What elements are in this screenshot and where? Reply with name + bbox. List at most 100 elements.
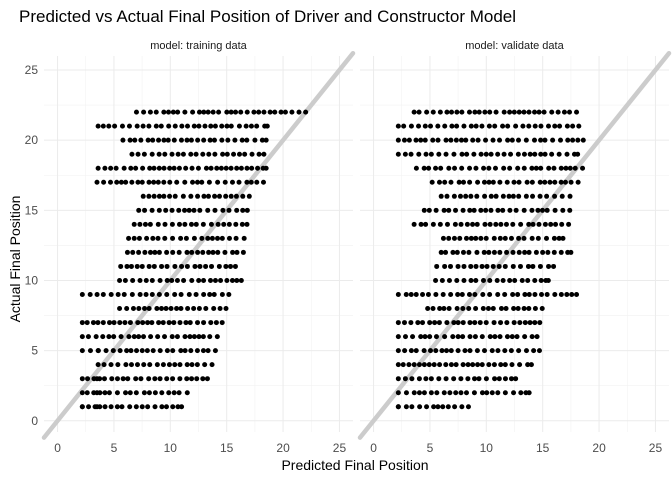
data-point [420, 320, 426, 326]
data-point [160, 362, 166, 368]
data-point [474, 249, 480, 255]
data-point [236, 123, 242, 129]
data-point [206, 249, 212, 255]
data-point [395, 320, 401, 326]
data-point [470, 137, 476, 143]
data-point [241, 235, 247, 241]
data-point [455, 334, 461, 340]
data-point [521, 306, 527, 312]
data-point [85, 334, 91, 340]
data-point [183, 235, 189, 241]
data-point [125, 376, 131, 382]
data-point [570, 123, 576, 129]
data-point [150, 348, 156, 354]
data-point [226, 221, 232, 227]
data-point [180, 193, 186, 199]
data-point [229, 179, 235, 185]
data-point [136, 306, 142, 312]
data-point [230, 249, 236, 255]
data-point [167, 165, 173, 171]
data-point [225, 137, 231, 143]
data-point [452, 404, 458, 410]
data-point [118, 263, 124, 269]
data-point [97, 390, 103, 396]
data-point [411, 221, 417, 227]
data-point [493, 193, 499, 199]
data-point [188, 221, 194, 227]
data-point [205, 193, 211, 199]
data-point [94, 292, 100, 298]
data-point [196, 109, 202, 115]
data-point [242, 151, 248, 157]
data-point [525, 263, 531, 269]
data-point [121, 292, 127, 298]
data-point [487, 334, 493, 340]
data-point [145, 404, 151, 410]
data-point [174, 179, 180, 185]
data-point [152, 390, 158, 396]
data-point [132, 137, 138, 143]
data-point [164, 348, 170, 354]
data-point [161, 179, 167, 185]
data-point [224, 109, 230, 115]
data-point [574, 109, 580, 115]
data-point [214, 165, 220, 171]
data-point [184, 249, 190, 255]
data-point [79, 390, 85, 396]
chart-title: Predicted vs Actual Final Position of Dr… [19, 7, 516, 26]
data-point [549, 109, 555, 115]
data-point [114, 179, 120, 185]
data-point [497, 334, 503, 340]
data-point [475, 179, 481, 185]
y-tick-label: 10 [25, 273, 39, 287]
data-point [127, 320, 133, 326]
data-point [538, 123, 544, 129]
data-point [421, 165, 427, 171]
data-point [492, 165, 498, 171]
data-point [432, 320, 438, 326]
data-point [508, 348, 514, 354]
data-point [200, 334, 206, 340]
data-point [133, 404, 139, 410]
data-point [196, 334, 202, 340]
data-point [454, 109, 460, 115]
data-point [139, 179, 145, 185]
data-point [526, 221, 532, 227]
data-point [160, 320, 166, 326]
data-point [138, 376, 144, 382]
data-point [479, 334, 485, 340]
data-point [84, 320, 90, 326]
data-point [402, 376, 408, 382]
data-point [151, 179, 157, 185]
data-point [395, 348, 401, 354]
data-point [508, 235, 514, 241]
data-point [175, 151, 181, 157]
data-point [537, 179, 543, 185]
data-point [530, 193, 536, 199]
data-point [182, 109, 188, 115]
data-point [205, 207, 211, 213]
data-point [178, 348, 184, 354]
data-point [541, 109, 547, 115]
data-point [200, 249, 206, 255]
data-point [476, 109, 482, 115]
data-point [511, 320, 517, 326]
data-point [136, 334, 142, 340]
data-point [486, 179, 492, 185]
data-point [108, 292, 114, 298]
data-point [248, 179, 254, 185]
data-point [303, 109, 309, 115]
data-point [452, 221, 458, 227]
data-point [207, 137, 213, 143]
data-point [219, 320, 225, 326]
data-point [178, 137, 184, 143]
data-point [90, 320, 96, 326]
data-point [177, 376, 183, 382]
data-point [189, 165, 195, 171]
data-point [568, 249, 574, 255]
data-point [194, 348, 200, 354]
data-point [574, 292, 580, 298]
data-point [193, 292, 199, 298]
data-point [139, 404, 145, 410]
data-point [510, 292, 516, 298]
